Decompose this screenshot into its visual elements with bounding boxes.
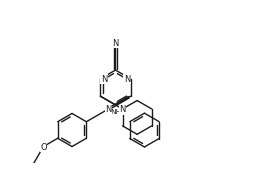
- Text: N: N: [112, 39, 119, 48]
- Text: N: N: [119, 106, 126, 114]
- Text: NH: NH: [110, 109, 121, 115]
- Text: N: N: [105, 106, 112, 114]
- Text: O: O: [40, 143, 47, 152]
- Text: N: N: [124, 75, 130, 84]
- Text: N: N: [101, 75, 107, 84]
